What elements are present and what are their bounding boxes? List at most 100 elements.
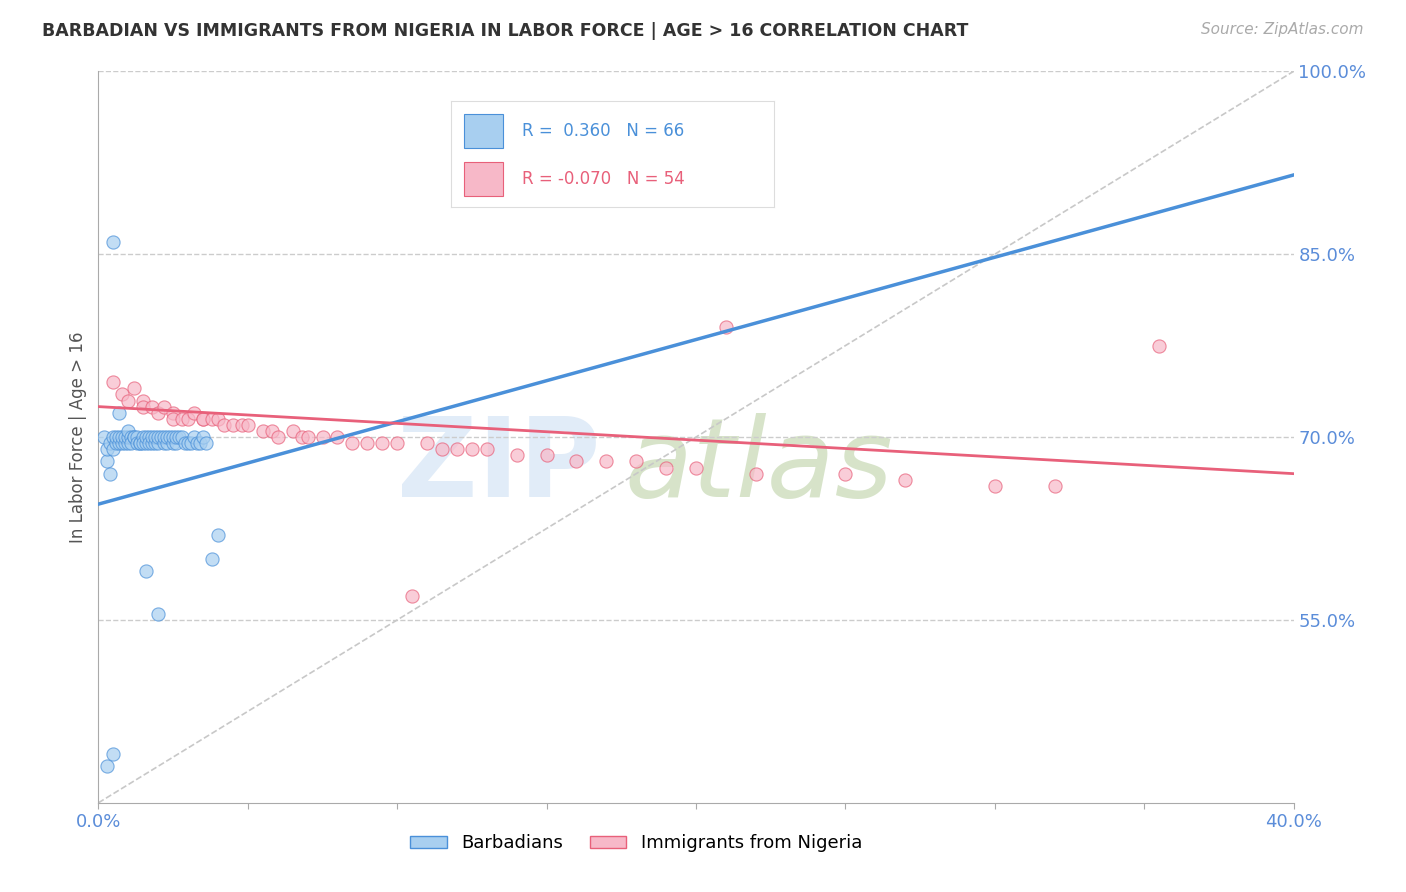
Point xyxy=(156,430,179,444)
Point xyxy=(297,430,319,444)
Point xyxy=(177,412,200,426)
Point xyxy=(108,406,131,420)
Point xyxy=(252,424,274,438)
Point xyxy=(153,430,176,444)
Point xyxy=(222,417,245,432)
Point xyxy=(117,430,139,444)
Point xyxy=(162,406,184,420)
Point xyxy=(150,430,173,444)
Point xyxy=(132,436,155,450)
Point xyxy=(281,424,304,438)
Point xyxy=(103,442,125,457)
Point xyxy=(120,430,142,444)
Point xyxy=(103,235,125,249)
Point xyxy=(162,436,184,450)
Point xyxy=(96,454,118,468)
Point xyxy=(183,406,205,420)
Point xyxy=(183,430,205,444)
Point xyxy=(385,436,409,450)
Point xyxy=(356,436,378,450)
Point xyxy=(105,430,128,444)
Point xyxy=(148,607,170,621)
Point xyxy=(98,467,122,481)
Point xyxy=(117,436,139,450)
Point xyxy=(117,393,139,408)
Point xyxy=(127,430,149,444)
Point xyxy=(191,412,214,426)
Point xyxy=(159,430,181,444)
Point xyxy=(430,442,453,457)
Point xyxy=(162,412,184,426)
Point xyxy=(135,436,157,450)
Point xyxy=(153,400,176,414)
Point xyxy=(595,454,617,468)
Point xyxy=(117,424,139,438)
Point xyxy=(260,424,283,438)
Point xyxy=(267,430,290,444)
Point xyxy=(129,436,152,450)
Point xyxy=(745,467,768,481)
Point xyxy=(475,442,498,457)
Point xyxy=(135,564,157,578)
Point xyxy=(114,436,136,450)
Text: Source: ZipAtlas.com: Source: ZipAtlas.com xyxy=(1201,22,1364,37)
Point xyxy=(105,436,128,450)
Point xyxy=(186,436,208,450)
Point xyxy=(103,376,125,390)
Point xyxy=(96,442,118,457)
Point xyxy=(446,442,468,457)
Point xyxy=(124,430,146,444)
Point xyxy=(506,448,529,462)
Text: atlas: atlas xyxy=(624,413,893,520)
Point xyxy=(114,430,136,444)
Point xyxy=(141,430,163,444)
Point xyxy=(191,430,214,444)
Point xyxy=(326,430,349,444)
Point xyxy=(98,436,122,450)
Point xyxy=(207,412,229,426)
Point xyxy=(714,320,737,334)
Point xyxy=(894,473,917,487)
Point xyxy=(655,460,678,475)
Point xyxy=(141,436,163,450)
Point xyxy=(124,381,146,395)
Point xyxy=(291,430,314,444)
Point xyxy=(342,436,364,450)
Point xyxy=(132,430,155,444)
Point xyxy=(93,430,115,444)
Point xyxy=(191,412,214,426)
Point xyxy=(565,454,588,468)
Point xyxy=(124,430,146,444)
Point xyxy=(626,454,648,468)
Point xyxy=(236,417,259,432)
Point xyxy=(148,436,170,450)
Point xyxy=(108,436,131,450)
Point xyxy=(153,436,176,450)
Point xyxy=(212,417,235,432)
Point xyxy=(138,430,160,444)
Point xyxy=(685,460,707,475)
Point xyxy=(132,400,155,414)
Point xyxy=(132,393,155,408)
Point xyxy=(143,436,166,450)
Point xyxy=(127,436,149,450)
Point xyxy=(371,436,394,450)
Point xyxy=(401,589,423,603)
Point xyxy=(180,436,202,450)
Point xyxy=(103,430,125,444)
Point xyxy=(111,436,134,450)
Point xyxy=(141,400,163,414)
Point xyxy=(148,430,170,444)
Y-axis label: In Labor Force | Age > 16: In Labor Force | Age > 16 xyxy=(69,331,87,543)
Point xyxy=(162,430,184,444)
Point xyxy=(167,430,190,444)
Point xyxy=(461,442,484,457)
Point xyxy=(195,436,218,450)
Point xyxy=(172,430,194,444)
Point xyxy=(311,430,333,444)
Point xyxy=(177,436,200,450)
Point xyxy=(1147,338,1170,352)
Point xyxy=(834,467,856,481)
Point xyxy=(143,430,166,444)
Text: ZIP: ZIP xyxy=(396,413,600,520)
